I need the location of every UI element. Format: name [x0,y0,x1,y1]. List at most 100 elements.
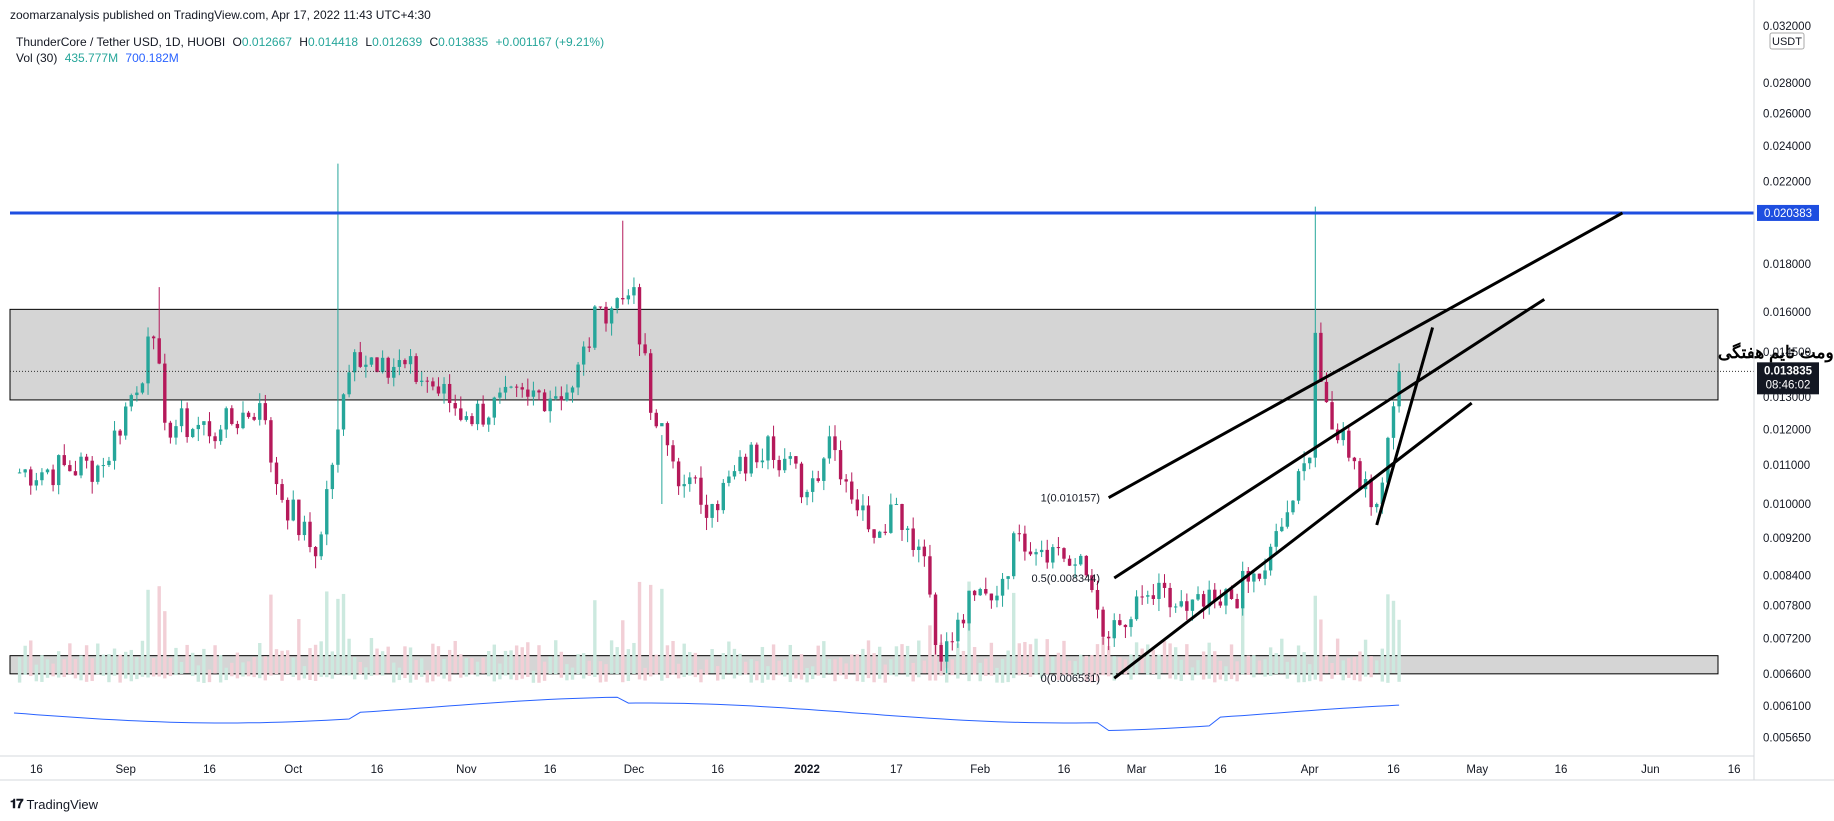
volume-bar [1079,654,1083,675]
candle [609,306,614,336]
volume-bar [336,598,340,674]
candle-body [364,364,368,367]
candle [1056,537,1061,556]
volume-bar [922,660,927,674]
candle-body [1375,504,1379,508]
candle [56,454,61,495]
tradingview-brand[interactable]: 𝟏𝟕 TradingView [10,796,98,812]
candle [503,375,508,400]
candle-body [1207,589,1211,607]
candle-body [285,499,290,521]
candle [1095,580,1100,619]
candle-body [431,381,435,387]
candle-body [1017,533,1021,535]
candle-body [1045,549,1049,563]
channel-line[interactable] [1375,327,1435,526]
candle-body [995,595,999,601]
candle-body [1380,482,1385,505]
candle-body [1162,582,1167,588]
volume-bar [40,655,44,682]
candle-body [615,298,619,309]
channel-line[interactable] [1113,298,1546,580]
volume-bar [827,659,832,674]
volume-bar [643,667,647,681]
volume-bar [1386,594,1390,683]
volume-bar [1285,661,1290,679]
candle-body [559,396,564,401]
candle [799,461,804,504]
candle-body [1179,601,1183,607]
volume-bar [112,648,117,676]
candle [358,341,362,369]
candle-body [1168,587,1172,608]
drawing-layer[interactable]: 1(0.010157) 0.5(0.008344) 0(0.006531) مقاوم… [10,211,1834,685]
time-tick-label: Mar [1127,764,1147,776]
candle-body [660,423,664,427]
volume-bar [1324,655,1329,674]
channel-line[interactable] [1113,401,1473,680]
candle [308,512,312,553]
zone-upper[interactable] [9,308,1719,401]
candle-body [62,455,66,466]
candle [151,335,156,350]
volume-legend[interactable]: Vol (30) 435.777M 700.182M [16,51,179,65]
ohlc-close: C0.013835 [429,35,489,49]
volume-bar [1134,642,1139,675]
candle-body [1319,332,1323,382]
price-tick-label: 0.024000 [1763,141,1811,153]
candle [615,297,619,314]
candle-body [1023,533,1027,552]
price-tick-label: 0.008400 [1763,570,1811,582]
candle [230,405,234,426]
volume-bar [23,645,27,675]
candle-body [643,344,647,354]
volume-bar [397,667,402,681]
volume-bar [297,619,301,681]
candle-body [291,499,295,521]
volume-bar [1151,649,1156,675]
candle [347,364,351,398]
candle [598,306,603,310]
candle-body [1079,555,1083,565]
candle-body [565,392,569,401]
candle [581,341,586,376]
candle [514,384,519,398]
volume-bar [944,668,949,683]
candle [928,544,932,598]
candle [218,424,223,445]
candle [1285,500,1290,529]
candle-body [905,528,910,530]
currency-badge[interactable] [1769,32,1805,50]
volume-bar [174,647,178,676]
candle-body [883,531,887,533]
candle [174,419,178,445]
volume-bar [838,657,843,676]
candle-body [576,364,580,388]
volume-bar [347,638,351,676]
candle [325,480,329,546]
candle-body [213,436,217,442]
volume-bar [844,663,848,680]
currency-label: USDT [1772,36,1802,48]
volume-bar [285,650,290,675]
candle [459,396,463,422]
candle-body [174,426,178,438]
candle-body [101,465,106,467]
candle-body [1157,582,1161,599]
candle-body [23,469,27,473]
channel-line[interactable] [1107,211,1624,499]
candle [481,395,485,427]
candle-body [1341,430,1345,441]
candle-body [844,479,848,482]
candle-body [1391,406,1396,438]
candle [794,456,798,469]
zone-layer [9,308,1719,675]
volume-bar [760,646,765,683]
symbol-legend[interactable]: ThunderCore / Tether USD, 1D, HUOBI O0.0… [16,35,604,49]
candle [1106,631,1111,651]
volume-bar [688,651,692,676]
volume-bar [1062,640,1066,675]
price-tick-label: 0.011000 [1763,460,1810,472]
candle [447,374,452,413]
